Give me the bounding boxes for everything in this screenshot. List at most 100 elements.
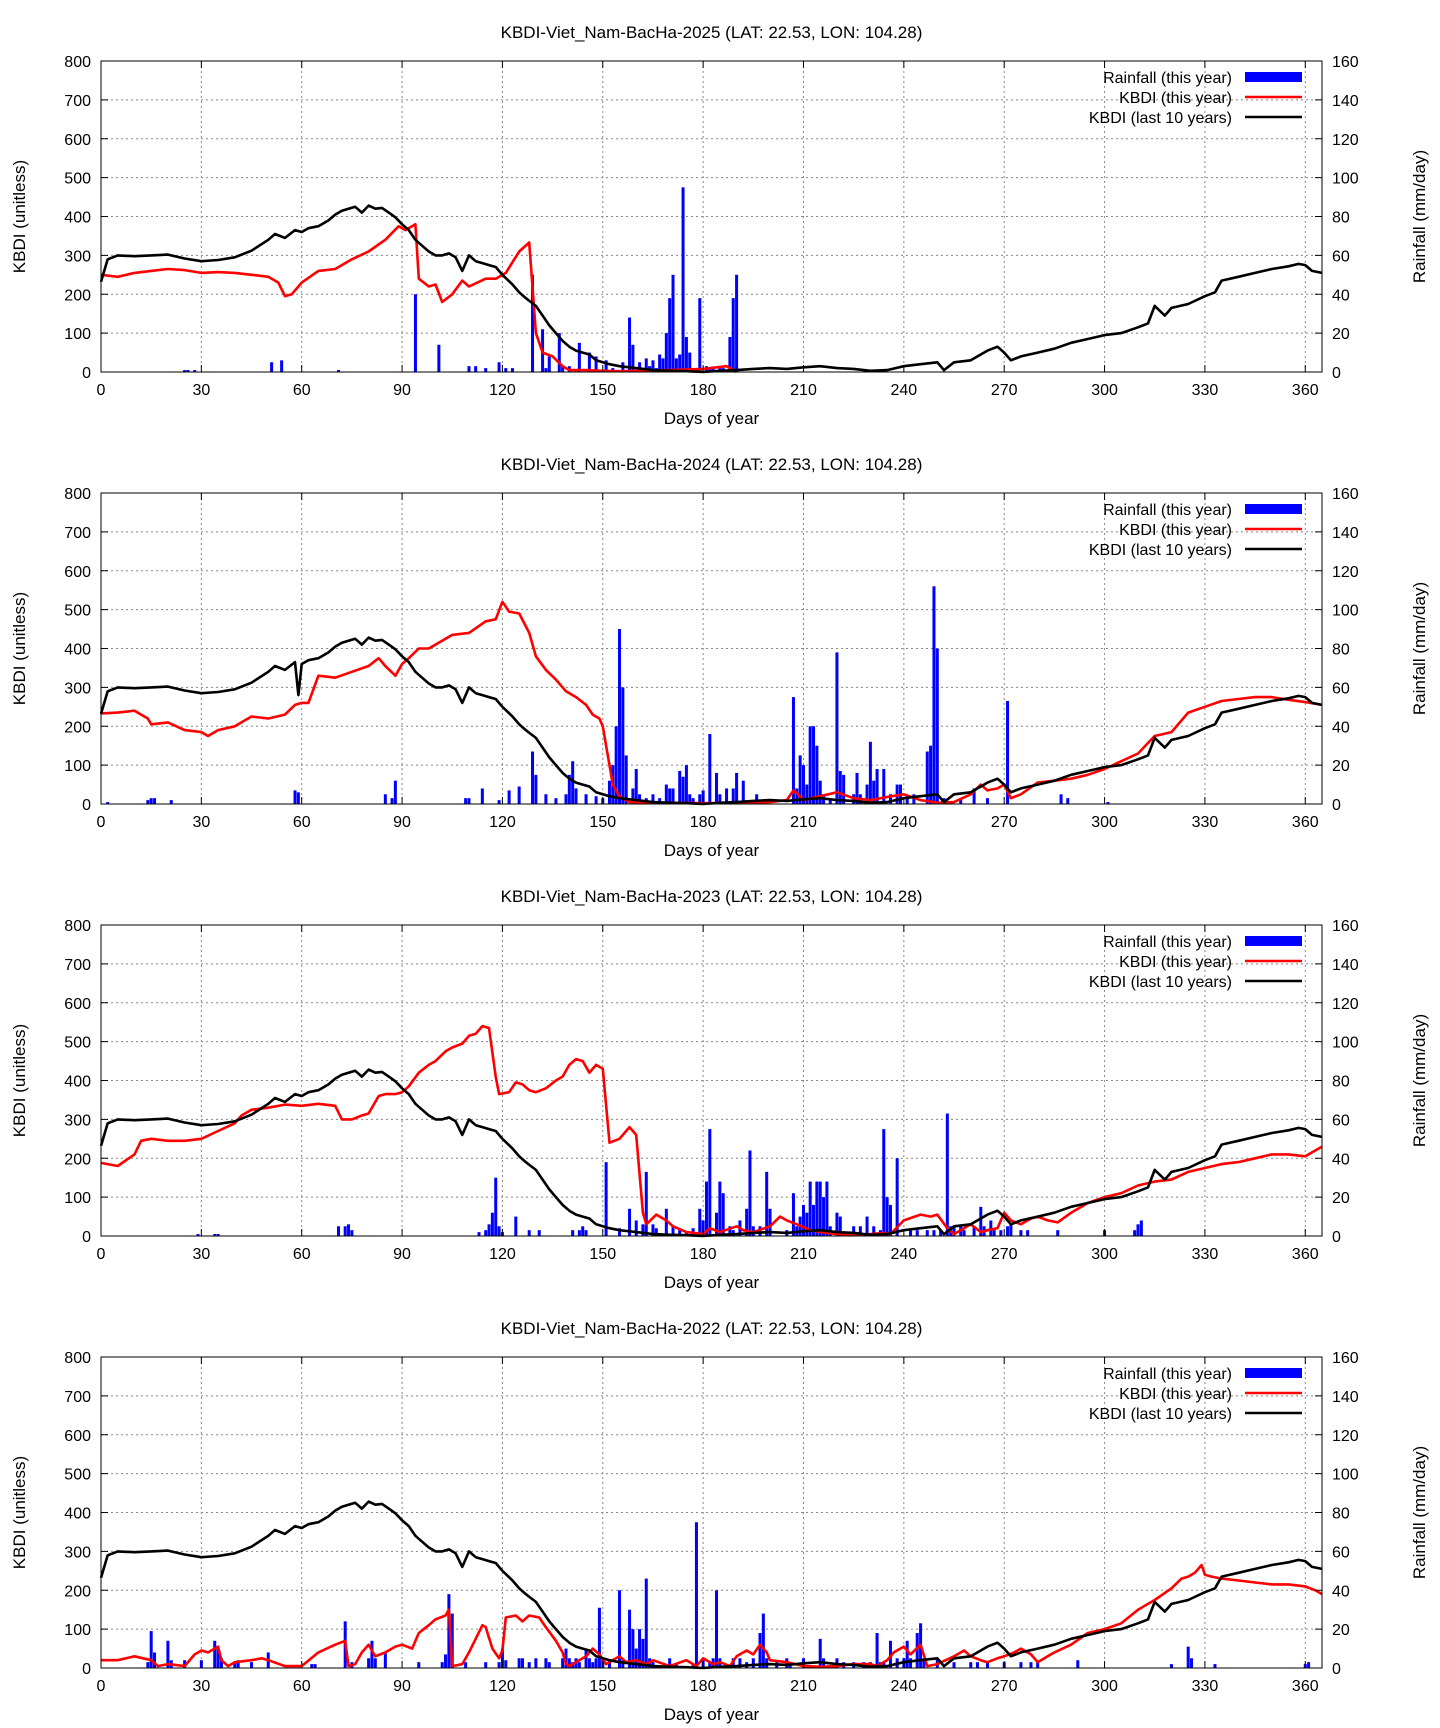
y2-tick-label: 160 — [1332, 54, 1359, 71]
y2-tick-label: 40 — [1332, 287, 1350, 304]
rainfall-bar — [698, 794, 702, 804]
rainfall-bar — [822, 1197, 826, 1236]
rainfall-bar — [939, 1230, 943, 1236]
y-tick-label: 0 — [82, 797, 91, 814]
chart-svg: KBDI-Viet_Nam-BacHa-2025 (LAT: 22.53, LO… — [10, 23, 1429, 428]
rainfall-bar — [725, 788, 729, 804]
x-tick-label: 150 — [589, 1246, 616, 1263]
rainfall-bar — [735, 772, 739, 804]
rainfall-bar — [500, 1648, 504, 1668]
rainfall-bar — [728, 1226, 732, 1236]
x-tick-label: 300 — [1091, 1678, 1118, 1695]
chart-svg: KBDI-Viet_Nam-BacHa-2024 (LAT: 22.53, LO… — [10, 455, 1429, 860]
rainfall-bar — [704, 1181, 708, 1236]
rainfall-bar — [213, 1234, 217, 1236]
rainfall-bar — [450, 1613, 454, 1668]
rainfall-bar — [969, 1662, 973, 1668]
x-tick-label: 270 — [991, 382, 1018, 399]
axis-ticks: 0 30 60 90 120 150 180 210 240 270 300 330 360 0 100 20… — [64, 486, 1359, 831]
y-tick-label: 700 — [64, 957, 91, 974]
y2-tick-label: 80 — [1332, 1074, 1350, 1091]
y2-tick-label: 160 — [1332, 1350, 1359, 1367]
rainfall-bar — [651, 794, 655, 804]
legend-rainfall-label: Rainfall (this year) — [1103, 502, 1232, 519]
chart-title: KBDI-Viet_Nam-BacHa-2024 (LAT: 22.53, LO… — [501, 455, 923, 474]
rainfall-bar — [370, 1640, 374, 1668]
rainfall-bar — [146, 1662, 150, 1668]
kbdi-this-year-line — [100, 1024, 1323, 1237]
rainfall-bar — [741, 780, 745, 804]
rainfall-bar — [497, 800, 501, 804]
y-axis-label: KBDI (unitless) — [10, 1024, 29, 1137]
rainfall-bar — [975, 1662, 979, 1668]
rainfall-bar — [216, 1234, 220, 1236]
rainfall-bar — [624, 755, 628, 804]
rainfall-bar — [534, 1658, 538, 1668]
y2-tick-label: 100 — [1332, 603, 1359, 620]
rainfall-bar — [373, 1658, 377, 1668]
y2-tick-label: 120 — [1332, 132, 1359, 149]
rainfall-bar — [467, 798, 471, 804]
rainfall-bar — [487, 1224, 491, 1236]
y-tick-label: 300 — [64, 1544, 91, 1561]
rainfall-bar — [922, 1658, 926, 1668]
rainfall-bar — [731, 788, 735, 804]
rainfall-bar — [888, 794, 892, 804]
legend-kbdi-last-10-years-label: KBDI (last 10 years) — [1089, 542, 1232, 559]
rainfall-bar — [497, 1226, 501, 1236]
rainfall-bars — [183, 187, 739, 372]
rainfall-bar — [805, 1212, 809, 1236]
rainfall-bar — [654, 1228, 658, 1236]
x-tick-label: 180 — [690, 1246, 717, 1263]
legend: Rainfall (this year) KBDI (this year) KBDI… — [1089, 1366, 1302, 1423]
rainfall-bar — [621, 687, 625, 804]
x-tick-label: 330 — [1192, 382, 1219, 399]
rainfall-bar — [417, 1662, 421, 1668]
kbdi-this-year-line — [100, 600, 1323, 805]
legend: Rainfall (this year) KBDI (this year) KBDI… — [1089, 70, 1302, 127]
series-line — [99, 636, 1323, 806]
rainfall-bar — [808, 726, 812, 804]
y2-tick-label: 20 — [1332, 326, 1350, 343]
y-tick-label: 400 — [64, 642, 91, 659]
rainfall-bar — [671, 274, 675, 372]
y-tick-label: 400 — [64, 1506, 91, 1523]
legend-kbdi-last-10-years-label: KBDI (last 10 years) — [1089, 974, 1232, 991]
x-tick-label: 120 — [489, 814, 516, 831]
rainfall-bar — [574, 788, 578, 804]
rainfall-bar — [688, 352, 692, 372]
axis-ticks: 0 30 60 90 120 150 180 210 240 270 300 330 360 0 100 20… — [64, 1350, 1359, 1695]
rainfall-bar — [701, 1220, 705, 1236]
rainfall-bar — [567, 1658, 571, 1668]
y2-tick-label: 120 — [1332, 564, 1359, 581]
rainfall-bar — [618, 1228, 622, 1236]
rainfall-bar — [1009, 1224, 1013, 1236]
x-axis-label: Days of year — [664, 409, 760, 428]
rainfall-bar — [634, 1220, 638, 1236]
rainfall-bar — [638, 362, 642, 372]
rainfall-bar — [808, 1181, 812, 1236]
rainfall-bar — [557, 333, 561, 372]
rainfall-bar — [618, 629, 622, 804]
rainfall-bar — [564, 1648, 568, 1668]
rainfall-bar — [480, 788, 484, 804]
x-tick-label: 240 — [890, 1678, 917, 1695]
rainfall-bar — [577, 342, 581, 372]
y2-tick-label: 120 — [1332, 996, 1359, 1013]
y-tick-label: 500 — [64, 1467, 91, 1484]
rainfall-bar — [691, 798, 695, 804]
x-tick-label: 60 — [293, 1678, 311, 1695]
x-tick-label: 150 — [589, 814, 616, 831]
rainfall-bar — [768, 1208, 772, 1236]
y-tick-label: 700 — [64, 525, 91, 542]
rainfall-bar — [865, 1216, 869, 1236]
rainfall-bar — [337, 370, 341, 372]
rainfall-bar — [932, 1230, 936, 1236]
y-tick-label: 800 — [64, 1350, 91, 1367]
rainfall-bar — [715, 1212, 719, 1236]
rainfall-bar — [812, 726, 816, 804]
rainfall-bar — [618, 1590, 622, 1668]
rainfall-bar — [1026, 1230, 1030, 1236]
rainfall-bar — [671, 1226, 675, 1236]
